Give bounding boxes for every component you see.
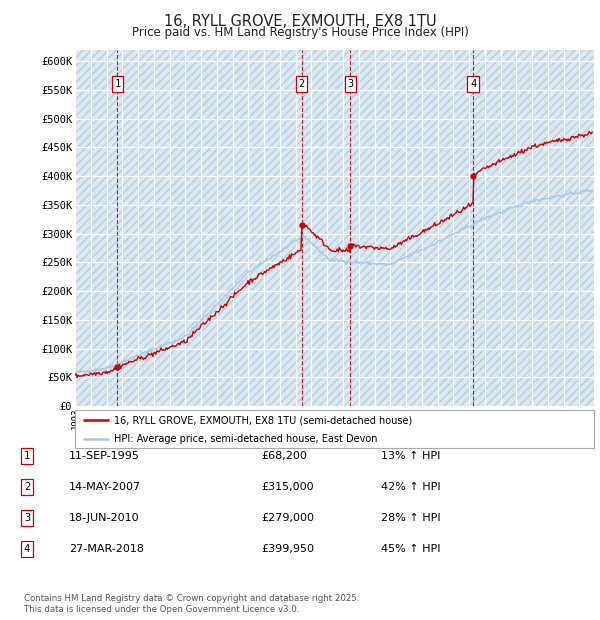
Text: 18-JUN-2010: 18-JUN-2010 [69,513,140,523]
Text: 28% ↑ HPI: 28% ↑ HPI [381,513,440,523]
Text: 2: 2 [298,79,305,89]
Text: £279,000: £279,000 [261,513,314,523]
Text: 11-SEP-1995: 11-SEP-1995 [69,451,140,461]
Text: 1: 1 [114,79,121,89]
Text: 1: 1 [24,451,30,461]
Point [297,220,307,230]
Text: This data is licensed under the Open Government Licence v3.0.: This data is licensed under the Open Gov… [24,604,299,614]
Text: 13% ↑ HPI: 13% ↑ HPI [381,451,440,461]
Text: 45% ↑ HPI: 45% ↑ HPI [381,544,440,554]
Text: 3: 3 [24,513,30,523]
Text: 4: 4 [24,544,30,554]
Point [113,362,122,372]
Text: 16, RYLL GROVE, EXMOUTH, EX8 1TU: 16, RYLL GROVE, EXMOUTH, EX8 1TU [164,14,436,29]
Text: 16, RYLL GROVE, EXMOUTH, EX8 1TU (semi-detached house): 16, RYLL GROVE, EXMOUTH, EX8 1TU (semi-d… [114,415,412,425]
Text: 2: 2 [24,482,30,492]
Text: 42% ↑ HPI: 42% ↑ HPI [381,482,440,492]
Text: £399,950: £399,950 [261,544,314,554]
Text: £315,000: £315,000 [261,482,314,492]
Text: Price paid vs. HM Land Registry's House Price Index (HPI): Price paid vs. HM Land Registry's House … [131,26,469,39]
Text: Contains HM Land Registry data © Crown copyright and database right 2025.: Contains HM Land Registry data © Crown c… [24,593,359,603]
Text: 4: 4 [470,79,476,89]
Text: HPI: Average price, semi-detached house, East Devon: HPI: Average price, semi-detached house,… [114,434,377,444]
Text: 27-MAR-2018: 27-MAR-2018 [69,544,144,554]
Point [468,171,478,181]
Text: £68,200: £68,200 [261,451,307,461]
Text: 3: 3 [347,79,353,89]
Text: 14-MAY-2007: 14-MAY-2007 [69,482,141,492]
Point [346,241,355,250]
